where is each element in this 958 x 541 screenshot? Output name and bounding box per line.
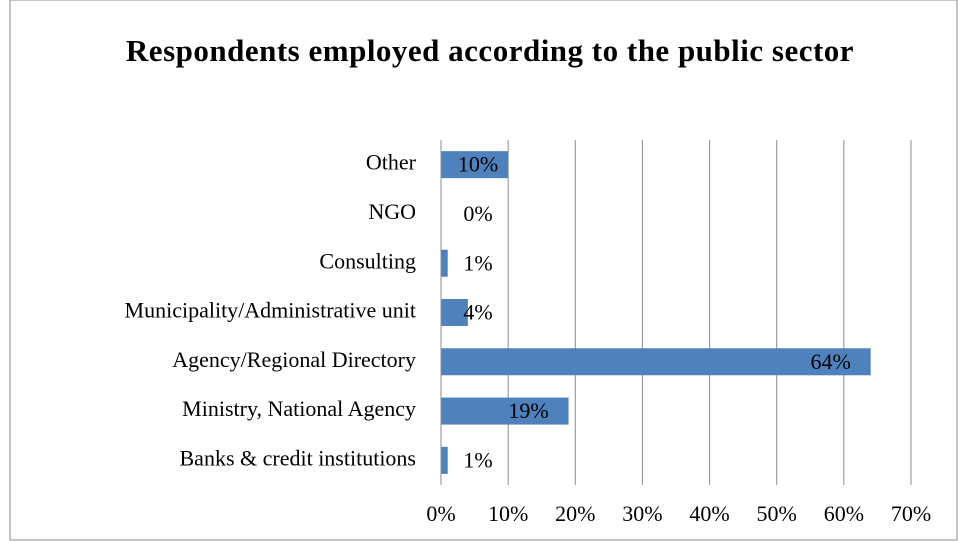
y-tick-label: Ministry, National Agency <box>182 396 416 421</box>
data-label: 19% <box>508 398 548 423</box>
y-tick-label: Banks & credit institutions <box>180 445 417 470</box>
x-tick-label: 20% <box>555 501 595 526</box>
x-tick-label: 70% <box>891 501 931 526</box>
x-tick-label: 30% <box>622 501 662 526</box>
y-tick-label: NGO <box>368 199 416 224</box>
bar <box>441 348 871 376</box>
bar <box>441 151 509 179</box>
x-tick-label: 40% <box>689 501 729 526</box>
x-tick-label: 0% <box>426 501 455 526</box>
data-label: 1% <box>463 447 492 472</box>
y-tick-label: Consulting <box>319 248 416 273</box>
bar <box>441 397 569 425</box>
chart-frame <box>9 0 958 541</box>
x-tick-label: 10% <box>488 501 528 526</box>
y-tick-label: Agency/Regional Directory <box>172 347 416 372</box>
data-label: 4% <box>463 300 492 325</box>
y-tick-label: Other <box>366 150 417 175</box>
chart-title: Respondents employed according to the pu… <box>125 33 855 68</box>
data-label: 0% <box>463 201 492 226</box>
bar <box>441 249 448 277</box>
x-tick-label: 60% <box>824 501 864 526</box>
data-label: 10% <box>458 152 498 177</box>
bar <box>441 299 468 326</box>
data-label: 1% <box>463 250 492 275</box>
data-label: 64% <box>811 349 851 374</box>
y-tick-label: Municipality/Administrative unit <box>125 298 416 323</box>
x-tick-label: 50% <box>757 501 797 526</box>
bar <box>441 446 448 474</box>
